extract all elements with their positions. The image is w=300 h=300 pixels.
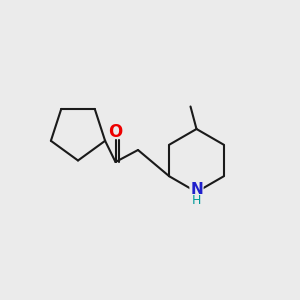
Text: N: N — [190, 182, 203, 197]
Text: O: O — [108, 123, 123, 141]
Text: H: H — [192, 194, 201, 208]
